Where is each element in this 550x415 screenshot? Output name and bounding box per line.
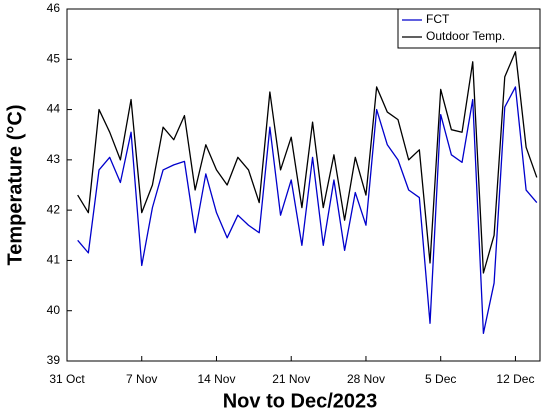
x-tick-label: 7 Nov [126, 372, 157, 386]
y-tick-label: 42 [47, 202, 61, 216]
legend-label: Outdoor Temp. [426, 29, 505, 43]
y-tick-label: 43 [47, 152, 61, 166]
legend-label: FCT [426, 12, 450, 26]
y-axis-title: Temperature (°C) [4, 105, 26, 266]
x-axis-title: Nov to Dec/2023 [223, 390, 378, 412]
x-tick-label: 14 Nov [197, 372, 235, 386]
x-tick-label: 28 Nov [347, 372, 385, 386]
line-series [77, 51, 538, 274]
y-tick-label: 41 [47, 253, 61, 267]
y-tick-label: 44 [47, 102, 61, 116]
y-tick-label: 39 [47, 353, 61, 367]
x-tick-label: 21 Nov [272, 372, 310, 386]
x-tick-label: 31 Oct [49, 372, 85, 386]
y-tick-label: 45 [47, 51, 61, 65]
legend-box [397, 8, 541, 49]
x-tick-label: 5 Dec [425, 372, 456, 386]
line-series [77, 86, 538, 334]
plot-frame [66, 8, 541, 362]
y-tick-label: 40 [47, 303, 61, 317]
y-tick-label: 46 [47, 1, 61, 15]
x-tick-label: 12 Dec [496, 372, 534, 386]
